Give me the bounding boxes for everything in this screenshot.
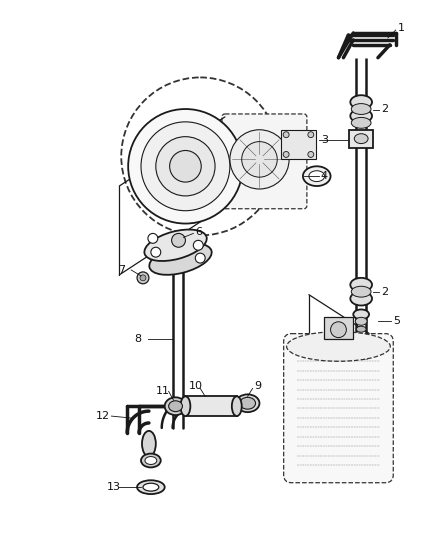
- Ellipse shape: [303, 166, 331, 186]
- Text: 2: 2: [381, 104, 388, 114]
- Ellipse shape: [351, 117, 371, 128]
- Circle shape: [308, 151, 314, 157]
- Text: 11: 11: [156, 386, 170, 397]
- Ellipse shape: [149, 244, 212, 275]
- Circle shape: [283, 132, 289, 138]
- Text: 1: 1: [398, 23, 405, 33]
- Ellipse shape: [354, 134, 368, 143]
- Ellipse shape: [350, 292, 372, 305]
- Text: 6: 6: [195, 228, 202, 237]
- Ellipse shape: [351, 103, 371, 115]
- Text: 7: 7: [118, 265, 125, 275]
- Bar: [185, 397, 237, 416]
- Circle shape: [148, 233, 158, 243]
- Text: 8: 8: [134, 334, 141, 344]
- Bar: [324, 317, 353, 338]
- Ellipse shape: [355, 317, 367, 325]
- Circle shape: [141, 122, 230, 211]
- Ellipse shape: [286, 332, 390, 361]
- Ellipse shape: [353, 310, 369, 319]
- Ellipse shape: [350, 278, 372, 292]
- Bar: [350, 130, 373, 148]
- Ellipse shape: [350, 109, 372, 123]
- Circle shape: [195, 253, 205, 263]
- Ellipse shape: [356, 326, 366, 332]
- Ellipse shape: [240, 397, 255, 409]
- Ellipse shape: [143, 483, 159, 491]
- Ellipse shape: [137, 480, 165, 494]
- Ellipse shape: [350, 95, 372, 109]
- Ellipse shape: [236, 394, 259, 412]
- Circle shape: [172, 233, 185, 247]
- Ellipse shape: [165, 397, 187, 415]
- Circle shape: [230, 130, 289, 189]
- Circle shape: [193, 240, 203, 250]
- Ellipse shape: [142, 431, 156, 457]
- Bar: [281, 130, 316, 159]
- Text: 12: 12: [95, 411, 110, 421]
- Ellipse shape: [169, 401, 183, 411]
- Circle shape: [156, 136, 215, 196]
- Text: 9: 9: [254, 382, 261, 391]
- Ellipse shape: [145, 457, 157, 464]
- Circle shape: [137, 272, 149, 284]
- Ellipse shape: [145, 230, 207, 261]
- Text: 13: 13: [106, 482, 120, 492]
- Circle shape: [128, 109, 243, 223]
- Text: 5: 5: [393, 316, 400, 326]
- FancyBboxPatch shape: [222, 114, 307, 209]
- Text: 2: 2: [381, 287, 388, 297]
- FancyBboxPatch shape: [284, 334, 393, 483]
- Ellipse shape: [309, 171, 325, 182]
- Ellipse shape: [141, 454, 161, 467]
- Ellipse shape: [232, 397, 242, 416]
- Text: 3: 3: [321, 135, 328, 144]
- Circle shape: [140, 275, 146, 281]
- Circle shape: [151, 247, 161, 257]
- Circle shape: [331, 322, 346, 337]
- Circle shape: [283, 151, 289, 157]
- Circle shape: [170, 150, 201, 182]
- Circle shape: [242, 142, 277, 177]
- Text: 10: 10: [188, 382, 202, 391]
- Ellipse shape: [351, 286, 371, 297]
- Circle shape: [308, 132, 314, 138]
- Text: 4: 4: [321, 171, 328, 181]
- Ellipse shape: [180, 397, 191, 416]
